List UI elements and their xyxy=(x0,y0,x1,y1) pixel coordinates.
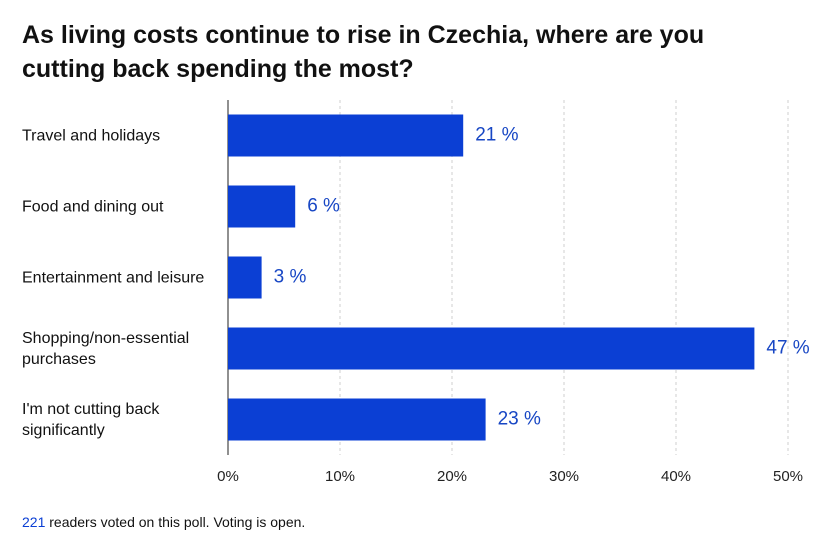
value-label: 47 % xyxy=(766,338,809,359)
x-tick-label: 20% xyxy=(437,468,467,485)
bar xyxy=(228,398,486,441)
chart-title: As living costs continue to rise in Czec… xyxy=(22,21,705,83)
x-tick-label: 50% xyxy=(773,468,803,485)
value-label: 21 % xyxy=(475,125,518,146)
value-label: 6 % xyxy=(307,196,340,217)
value-label: 3 % xyxy=(274,267,307,288)
bar xyxy=(228,256,262,299)
bar xyxy=(228,327,755,370)
bar xyxy=(228,114,464,157)
x-tick-label: 30% xyxy=(549,468,579,485)
x-tick-label: 10% xyxy=(325,468,355,485)
x-tick-label: 40% xyxy=(661,468,691,485)
footer-text: readers voted on this poll. Voting is op… xyxy=(49,514,306,530)
vote-count: 221 xyxy=(22,514,46,530)
category-label: I'm not cutting back significantly xyxy=(22,400,160,439)
category-label: Travel and holidays xyxy=(22,127,161,144)
category-label: Shopping/non-essential purchases xyxy=(22,329,190,368)
value-label: 23 % xyxy=(498,409,541,430)
category-label: Entertainment and leisure xyxy=(22,269,205,286)
category-label: Food and dining out xyxy=(22,198,164,215)
x-tick-label: 0% xyxy=(217,468,239,485)
footer: 221 readers voted on this poll. Voting i… xyxy=(22,514,305,530)
bar xyxy=(228,185,296,228)
